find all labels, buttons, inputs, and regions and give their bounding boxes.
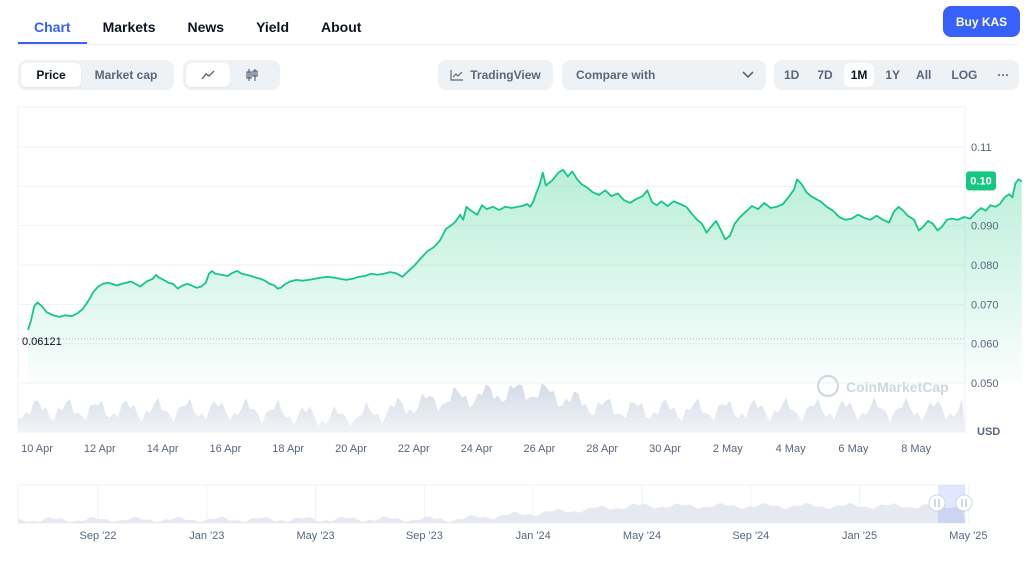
metric-toggle: Price Market cap [18,60,174,90]
x-tick-label: 4 May [776,443,806,455]
tab-markets[interactable]: Markets [102,19,156,35]
chevron-down-icon [742,71,754,79]
navigator-tick-label: Jan '23 [189,530,224,542]
range-1d[interactable]: 1D [784,68,800,82]
candlestick-icon[interactable] [230,63,274,87]
tab-bar: Chart Markets News Yield About [18,0,1018,44]
x-tick-label: 14 Apr [147,443,179,455]
navigator-tick-label: Jan '24 [516,530,551,542]
drag-handle-icon[interactable] [928,494,946,512]
x-tick-label: 16 Apr [209,443,241,455]
range-1m[interactable]: 1M [843,63,875,87]
coinmarketcap-logo-icon [816,374,840,398]
x-tick-label: 10 Apr [21,443,53,455]
tab-news[interactable]: News [187,19,225,35]
x-tick-label: 12 Apr [84,443,116,455]
y-tick-label: 0.050 [971,378,999,390]
tab-yield[interactable]: Yield [256,19,289,35]
watermark: CoinMarketCap [816,374,949,398]
x-tick-label: 24 Apr [461,443,493,455]
volume-area [18,383,965,432]
x-tick-label: 30 Apr [649,443,681,455]
log-scale-toggle[interactable]: LOG [951,68,978,82]
line-chart-icon[interactable] [186,63,230,87]
x-axis: 10 Apr 12 Apr 14 Apr 16 Apr 18 Apr 20 Apr 22 A… [21,443,932,455]
price-area-fill [28,169,1022,383]
compare-label: Compare with [576,68,656,82]
y-tick-label: 0.11 [971,142,992,154]
drag-handle-icon[interactable] [955,494,973,512]
price-option[interactable]: Price [21,63,81,87]
y-tick-label: 0.070 [971,299,999,311]
market-cap-option[interactable]: Market cap [94,68,158,82]
range-1y[interactable]: 1Y [885,68,901,82]
y-tick-label: 0.080 [971,260,999,272]
x-tick-label: 22 Apr [398,443,430,455]
price-chart[interactable]: 0.11 0.10 0.090 0.080 0.070 0.060 0.050 10 Apr… [0,95,1024,578]
x-tick-label: 26 Apr [523,443,555,455]
navigator-tick-label: Sep '23 [406,530,443,542]
chart-style-toggle [183,60,280,90]
currency-label: USD [977,426,1000,438]
open-price-label: 0.06121 [22,336,62,348]
x-tick-label: 6 May [838,443,868,455]
navigator-tick-label: May '23 [297,530,335,542]
tab-about[interactable]: About [321,19,362,35]
navigator-tick-label: Jan '25 [842,530,877,542]
x-tick-label: 28 Apr [586,443,618,455]
tab-divider [18,44,1018,45]
compare-dropdown[interactable]: Compare with [562,60,766,90]
navigator-tick-label: May '24 [623,530,661,542]
navigator-tick-label: May '25 [949,530,987,542]
x-tick-label: 8 May [901,443,931,455]
x-tick-label: 2 May [713,443,743,455]
navigator-tick-label: Sep '24 [732,530,769,542]
buy-kas-button[interactable]: Buy KAS [943,6,1020,37]
range-all[interactable]: All [916,68,932,82]
navigator-tick-label: Sep '22 [80,530,117,542]
price-badge: 0.10 [966,171,996,191]
range-navigator[interactable]: Sep '22 Jan '23 May '23 Sep '23 Jan '24 May '… [17,484,987,542]
tradingview-label: TradingView [470,68,541,82]
current-price-label: 0.10 [970,175,991,187]
watermark-text: CoinMarketCap [846,379,949,395]
x-tick-label: 20 Apr [335,443,367,455]
range-7d[interactable]: 7D [817,68,833,82]
more-options-button[interactable]: ··· [997,68,1010,82]
tradingview-icon [450,70,464,81]
time-range-selector: 1D 7D 1M 1Y All LOG ··· [774,60,1019,90]
y-tick-label: 0.090 [971,221,999,233]
tradingview-button[interactable]: TradingView [438,60,553,90]
navigator-area [18,503,965,523]
price-line [27,168,1023,331]
y-tick-label: 0.060 [971,339,999,351]
tab-chart[interactable]: Chart [18,0,87,44]
x-tick-label: 18 Apr [272,443,304,455]
